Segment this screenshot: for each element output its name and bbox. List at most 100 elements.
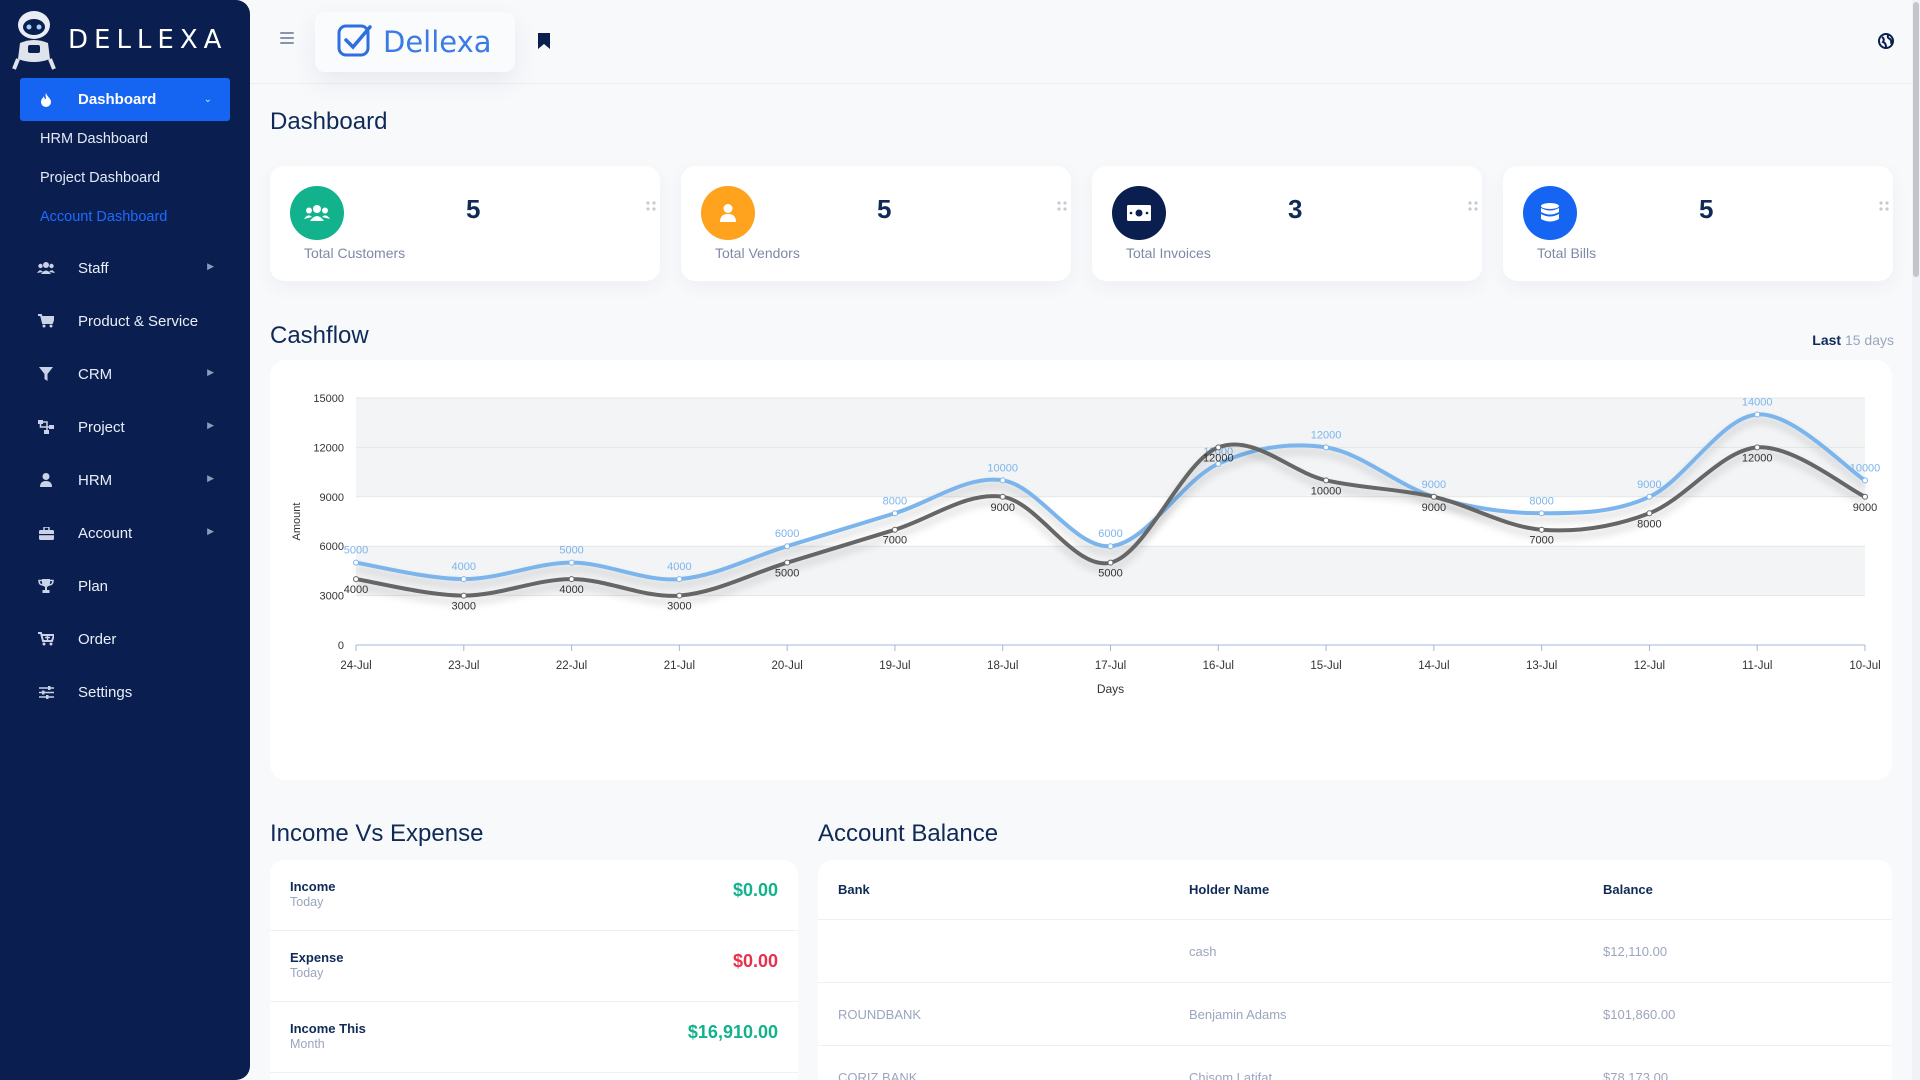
chevron-right-icon: ▶ <box>207 367 214 377</box>
data-point <box>1430 493 1437 500</box>
data-label: 11000 <box>1203 446 1233 458</box>
x-tick-label: 13-Jul <box>1526 660 1557 672</box>
table-header: Bank Holder Name Balance <box>818 860 1892 920</box>
sidebar-item-order[interactable]: Order <box>20 619 230 659</box>
stat-card-bills[interactable]: 5 Total Bills <box>1503 166 1893 281</box>
data-label: 4000 <box>452 561 476 573</box>
plot-band <box>356 398 1865 448</box>
column-header-holder[interactable]: Holder Name <box>1189 882 1270 897</box>
item-value: $16,910.00 <box>687 1022 778 1042</box>
sidebar-subitem-project-dashboard[interactable]: Project Dashboard <box>40 170 161 186</box>
data-point <box>1107 543 1114 550</box>
cart-icon <box>36 314 56 328</box>
item-subtitle: Today <box>290 895 324 909</box>
sidebar-item-crm[interactable]: CRM ▶ <box>20 354 230 394</box>
table-row: ROUNDBANK Benjamin Adams $101,860.00 <box>818 983 1892 1046</box>
data-label: 14000 <box>1742 396 1773 408</box>
data-label: 8000 <box>1637 518 1661 530</box>
chevron-right-icon: ▶ <box>207 420 214 430</box>
cashflow-title: Cashflow <box>270 322 369 349</box>
column-header-bank[interactable]: Bank <box>838 882 870 897</box>
users-icon <box>36 262 56 274</box>
data-label: 10000 <box>1311 485 1342 497</box>
data-label: 9000 <box>1422 502 1446 514</box>
page-scrollbar[interactable] <box>1912 0 1920 1080</box>
item-value: $0.00 <box>732 951 778 971</box>
cell-holder: Chisom Latifat <box>1189 1070 1273 1080</box>
x-tick-label: 24-Jul <box>340 660 371 672</box>
cashflow-range[interactable]: Last 15 days <box>1812 332 1894 348</box>
data-label: 9000 <box>1422 479 1446 491</box>
data-label: 5000 <box>775 568 799 580</box>
data-point <box>1215 444 1222 451</box>
data-label: 7000 <box>1529 535 1553 547</box>
stat-card-customers[interactable]: 5 Total Customers <box>270 166 660 281</box>
list-item: Income This Month $16,910.00 <box>270 1002 798 1073</box>
data-point <box>891 526 898 533</box>
sidebar-item-plan[interactable]: Plan <box>20 566 230 606</box>
page-title: Dashboard <box>270 108 388 135</box>
user-icon <box>36 473 56 487</box>
y-tick-label: 9000 <box>320 492 344 504</box>
data-label: 4000 <box>344 584 368 596</box>
language-globe-icon[interactable] <box>1878 33 1894 54</box>
column-header-balance[interactable]: Balance <box>1603 882 1653 897</box>
sidebar-subitem-hrm-dashboard[interactable]: HRM Dashboard <box>40 131 148 147</box>
sidebar-item-staff[interactable]: Staff ▶ <box>20 248 230 288</box>
checkmark-logo-icon <box>337 23 373 62</box>
data-point <box>1862 477 1868 484</box>
data-label: 9000 <box>1853 502 1877 514</box>
cell-holder: Benjamin Adams <box>1189 1007 1287 1022</box>
brand-logo[interactable]: DELLEXA <box>10 8 227 72</box>
hamburger-menu-icon[interactable] <box>280 32 294 47</box>
cell-balance: $101,860.00 <box>1603 1007 1676 1022</box>
sidebar-item-label: CRM <box>78 365 113 383</box>
drag-handle-icon[interactable] <box>646 198 656 216</box>
stat-card-vendors[interactable]: 5 Total Vendors <box>681 166 1071 281</box>
data-point <box>999 493 1006 500</box>
sidebar-item-hrm[interactable]: HRM ▶ <box>20 460 230 500</box>
y-tick-label: 12000 <box>313 442 344 454</box>
stat-value: 5 <box>466 194 481 224</box>
y-axis-title: Amount <box>291 503 303 541</box>
stat-card-invoices[interactable]: 3 Total Invoices <box>1092 166 1482 281</box>
cell-balance: $78,173.00 <box>1603 1070 1669 1080</box>
data-point <box>1538 526 1545 533</box>
scrollbar-thumb[interactable] <box>1913 2 1919 277</box>
data-label: 4000 <box>667 561 691 573</box>
item-subtitle: Today <box>290 966 324 980</box>
drag-handle-icon[interactable] <box>1057 198 1067 216</box>
app-logo[interactable]: Dellexa <box>315 12 515 72</box>
bookmark-icon[interactable] <box>538 33 550 54</box>
data-label: 8000 <box>883 495 907 507</box>
data-label: 7000 <box>883 535 907 547</box>
sidebar-item-dashboard[interactable]: Dashboard ⌄ <box>20 78 230 121</box>
item-subtitle: Month <box>290 1037 325 1051</box>
app-logo-text: Dellexa <box>383 25 492 59</box>
sidebar-item-label: Product & Service <box>78 312 199 330</box>
data-label: 12000 <box>1742 452 1773 464</box>
cell-bank: CORIZ BANK <box>838 1070 918 1080</box>
sidebar-item-account[interactable]: Account ▶ <box>20 513 230 553</box>
x-tick-label: 21-Jul <box>664 660 695 672</box>
stat-label: Total Invoices <box>1126 245 1211 261</box>
data-point <box>1538 510 1545 517</box>
sitemap-icon <box>36 420 56 434</box>
series-line <box>355 442 1866 598</box>
data-point <box>568 576 575 583</box>
sidebar-subitem-account-dashboard[interactable]: Account Dashboard <box>40 209 168 225</box>
x-tick-label: 15-Jul <box>1310 660 1341 672</box>
sidebar-item-product-service[interactable]: Product & Service <box>20 301 230 341</box>
sidebar-item-label: Staff <box>78 259 109 277</box>
data-point <box>1323 444 1330 451</box>
cashflow-chart-svg: 0 3000 6000 9000 12000 15000 24-Jul 23-Jul 22-Ju… <box>291 393 1881 696</box>
drag-handle-icon[interactable] <box>1468 198 1478 216</box>
data-point <box>999 477 1006 484</box>
stat-label: Total Vendors <box>715 245 800 261</box>
drag-handle-icon[interactable] <box>1879 198 1889 216</box>
data-label: 5000 <box>1098 568 1122 580</box>
sidebar-item-settings[interactable]: Settings <box>20 672 230 712</box>
sidebar-item-project[interactable]: Project ▶ <box>20 407 230 447</box>
data-label: 12000 <box>1203 452 1234 464</box>
plot-band <box>356 546 1865 596</box>
